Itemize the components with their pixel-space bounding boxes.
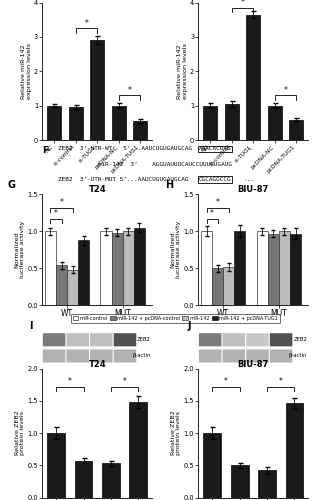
Text: *: * — [54, 209, 58, 218]
Bar — [47, 106, 61, 140]
FancyBboxPatch shape — [199, 350, 222, 362]
Text: CGCAGGCCG: CGCAGGCCG — [199, 178, 231, 182]
Text: β-actin: β-actin — [289, 354, 307, 358]
Bar — [129, 402, 147, 498]
Text: AAACACUAG: AAACACUAG — [199, 146, 231, 152]
Title: T24: T24 — [88, 185, 106, 194]
Bar — [45, 232, 56, 306]
Y-axis label: Relative miR-142
expression levels: Relative miR-142 expression levels — [21, 44, 32, 100]
Bar — [234, 232, 245, 306]
Text: ZEB2  3’-UTR-MUT 5’...AAUCUGUGAUGCAG: ZEB2 3’-UTR-MUT 5’...AAUCUGUGAUGCAG — [58, 178, 189, 182]
Bar — [285, 404, 303, 498]
Bar — [90, 40, 104, 140]
FancyBboxPatch shape — [270, 333, 292, 346]
Bar — [112, 233, 123, 306]
Text: miR-142  3’    AGGUAUUUCAUCCUUUGUGAUG: miR-142 3’ AGGUAUUUCAUCCUUUGUGAUG — [58, 162, 232, 166]
Bar — [123, 232, 134, 306]
FancyBboxPatch shape — [223, 333, 245, 346]
Title: T24: T24 — [88, 360, 106, 368]
Text: *: * — [123, 377, 126, 386]
Text: *: * — [279, 377, 283, 386]
Bar — [246, 14, 260, 140]
Bar — [201, 232, 212, 306]
Bar — [225, 104, 239, 140]
FancyBboxPatch shape — [66, 350, 89, 362]
Text: ZEB2  3’-UTR-WT   5’...AAUCUGUGAUGCAG: ZEB2 3’-UTR-WT 5’...AAUCUGUGAUGCAG — [58, 146, 192, 152]
Text: F: F — [42, 146, 49, 154]
FancyBboxPatch shape — [114, 350, 136, 362]
FancyBboxPatch shape — [223, 350, 245, 362]
Bar — [133, 121, 147, 140]
FancyBboxPatch shape — [246, 333, 269, 346]
Y-axis label: Relative miR-142
expression levels: Relative miR-142 expression levels — [177, 44, 188, 100]
FancyBboxPatch shape — [114, 333, 136, 346]
Bar — [134, 228, 145, 306]
Title: BIU-87: BIU-87 — [238, 185, 269, 194]
Text: *: * — [59, 198, 64, 207]
Text: I: I — [29, 322, 33, 332]
FancyBboxPatch shape — [90, 333, 113, 346]
Text: ZEB2: ZEB2 — [137, 338, 151, 342]
Bar — [100, 232, 112, 306]
Bar — [231, 466, 249, 498]
Text: ...: ... — [243, 178, 254, 182]
Title: T24: T24 — [88, 0, 106, 2]
Text: *: * — [216, 198, 220, 207]
Bar — [102, 464, 120, 498]
Bar — [56, 266, 67, 306]
Bar — [289, 120, 303, 140]
Text: G: G — [7, 180, 15, 190]
Text: *: * — [284, 86, 288, 94]
Y-axis label: Normalized
luciferase activity: Normalized luciferase activity — [15, 221, 25, 278]
Text: *: * — [127, 86, 131, 94]
Bar — [268, 234, 279, 306]
Text: *: * — [210, 209, 214, 218]
FancyBboxPatch shape — [66, 333, 89, 346]
Text: H: H — [165, 180, 173, 190]
Text: *: * — [241, 0, 244, 7]
Text: J: J — [187, 322, 191, 332]
Y-axis label: Normalized
luciferase activity: Normalized luciferase activity — [171, 221, 182, 278]
Title: BIU-87: BIU-87 — [238, 360, 269, 368]
Text: *: * — [224, 377, 228, 386]
FancyBboxPatch shape — [246, 350, 269, 362]
Title: BIU-87: BIU-87 — [238, 0, 269, 2]
Y-axis label: Relative ZEB2
protein levels: Relative ZEB2 protein levels — [15, 410, 25, 456]
Bar — [74, 461, 92, 498]
FancyBboxPatch shape — [90, 350, 113, 362]
Bar — [112, 106, 126, 140]
Bar — [203, 433, 221, 498]
Y-axis label: Relative ZEB2
protein levels: Relative ZEB2 protein levels — [171, 410, 182, 456]
Text: β-actin: β-actin — [133, 354, 151, 358]
Bar — [257, 232, 268, 306]
Text: ZEB2: ZEB2 — [293, 338, 307, 342]
Bar — [290, 234, 301, 306]
Bar — [67, 270, 78, 306]
FancyBboxPatch shape — [270, 350, 292, 362]
Bar — [268, 106, 282, 140]
Bar — [223, 267, 234, 306]
Text: *: * — [85, 18, 88, 28]
Legend: miR-control, miR-142 + pcDNA-control, miR-142, miR-142 + pcDNA-TUG1: miR-control, miR-142 + pcDNA-control, mi… — [71, 314, 280, 322]
Text: *: * — [68, 377, 72, 386]
FancyBboxPatch shape — [43, 333, 65, 346]
Bar — [258, 470, 276, 498]
Bar — [47, 433, 65, 498]
Text: ...: ... — [243, 146, 254, 152]
Bar — [279, 232, 290, 306]
Bar — [212, 268, 223, 306]
Bar — [203, 106, 217, 140]
FancyBboxPatch shape — [199, 333, 222, 346]
FancyBboxPatch shape — [43, 350, 65, 362]
Bar — [69, 108, 83, 140]
Bar — [78, 240, 90, 306]
